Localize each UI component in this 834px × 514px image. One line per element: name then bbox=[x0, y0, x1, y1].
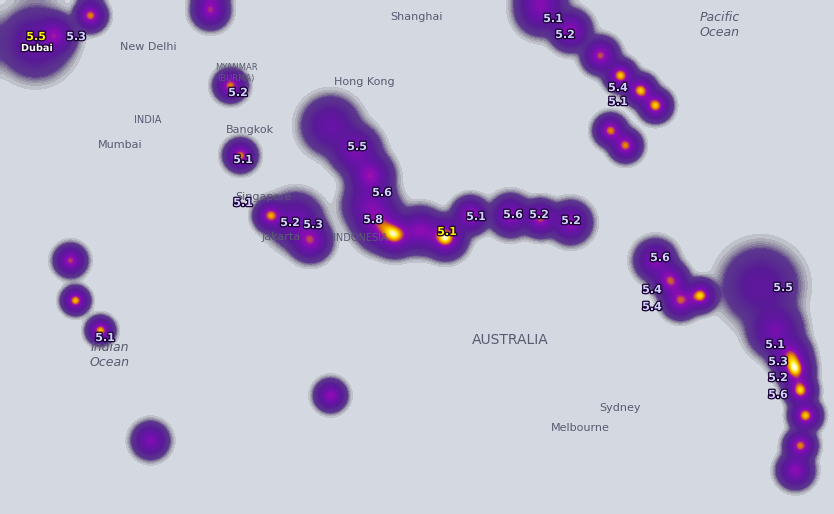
Text: 5.5: 5.5 bbox=[773, 283, 793, 293]
Text: 5.1: 5.1 bbox=[543, 14, 563, 24]
Text: INDIA: INDIA bbox=[134, 115, 162, 125]
Text: 5.3: 5.3 bbox=[66, 32, 86, 42]
Text: 5.4: 5.4 bbox=[608, 83, 628, 93]
Text: 5.1: 5.1 bbox=[234, 198, 253, 208]
Text: Singapore: Singapore bbox=[235, 192, 291, 202]
Text: 5.5: 5.5 bbox=[347, 142, 367, 152]
Text: 5.3: 5.3 bbox=[768, 357, 788, 367]
Text: 5.2: 5.2 bbox=[555, 30, 575, 40]
Text: 5.2: 5.2 bbox=[280, 218, 299, 228]
Text: 5.1: 5.1 bbox=[608, 97, 628, 107]
Text: New Delhi: New Delhi bbox=[120, 42, 176, 52]
Text: 5.2: 5.2 bbox=[768, 373, 788, 383]
Text: 5.4: 5.4 bbox=[642, 285, 662, 295]
Text: INDONESIA: INDONESIA bbox=[333, 233, 387, 243]
Text: 5.6: 5.6 bbox=[768, 390, 788, 400]
Text: Melbourne: Melbourne bbox=[550, 423, 610, 433]
Text: AUSTRALIA: AUSTRALIA bbox=[471, 333, 549, 347]
Text: Shanghai: Shanghai bbox=[391, 12, 443, 22]
Text: 5.2: 5.2 bbox=[530, 210, 549, 220]
Text: 5.1: 5.1 bbox=[234, 155, 253, 165]
Text: 5.3: 5.3 bbox=[304, 220, 323, 230]
Text: 5.6: 5.6 bbox=[503, 210, 523, 220]
Text: MYANMAR
(BURMA): MYANMAR (BURMA) bbox=[214, 63, 258, 83]
Text: 5.1: 5.1 bbox=[95, 333, 115, 343]
Text: 5.2: 5.2 bbox=[229, 88, 248, 98]
Text: Bangkok: Bangkok bbox=[226, 125, 274, 135]
Text: 5.1: 5.1 bbox=[765, 340, 785, 350]
Text: Dubai: Dubai bbox=[21, 43, 53, 53]
Text: 5.6: 5.6 bbox=[372, 188, 392, 198]
Text: 5.8: 5.8 bbox=[363, 215, 383, 225]
Text: Pacific
Ocean: Pacific Ocean bbox=[700, 11, 740, 39]
Text: Indian
Ocean: Indian Ocean bbox=[90, 341, 130, 369]
Text: Hong Kong: Hong Kong bbox=[334, 77, 394, 87]
Text: 5.1: 5.1 bbox=[437, 227, 457, 237]
Text: 5.1: 5.1 bbox=[466, 212, 486, 222]
Text: 5.4: 5.4 bbox=[642, 302, 662, 312]
Text: 5.2: 5.2 bbox=[561, 216, 580, 226]
Text: Jakarta: Jakarta bbox=[261, 232, 300, 242]
Text: 5.5: 5.5 bbox=[26, 32, 46, 42]
Text: Sydney: Sydney bbox=[600, 403, 641, 413]
Text: 5.6: 5.6 bbox=[651, 253, 670, 263]
Text: Mumbai: Mumbai bbox=[98, 140, 143, 150]
